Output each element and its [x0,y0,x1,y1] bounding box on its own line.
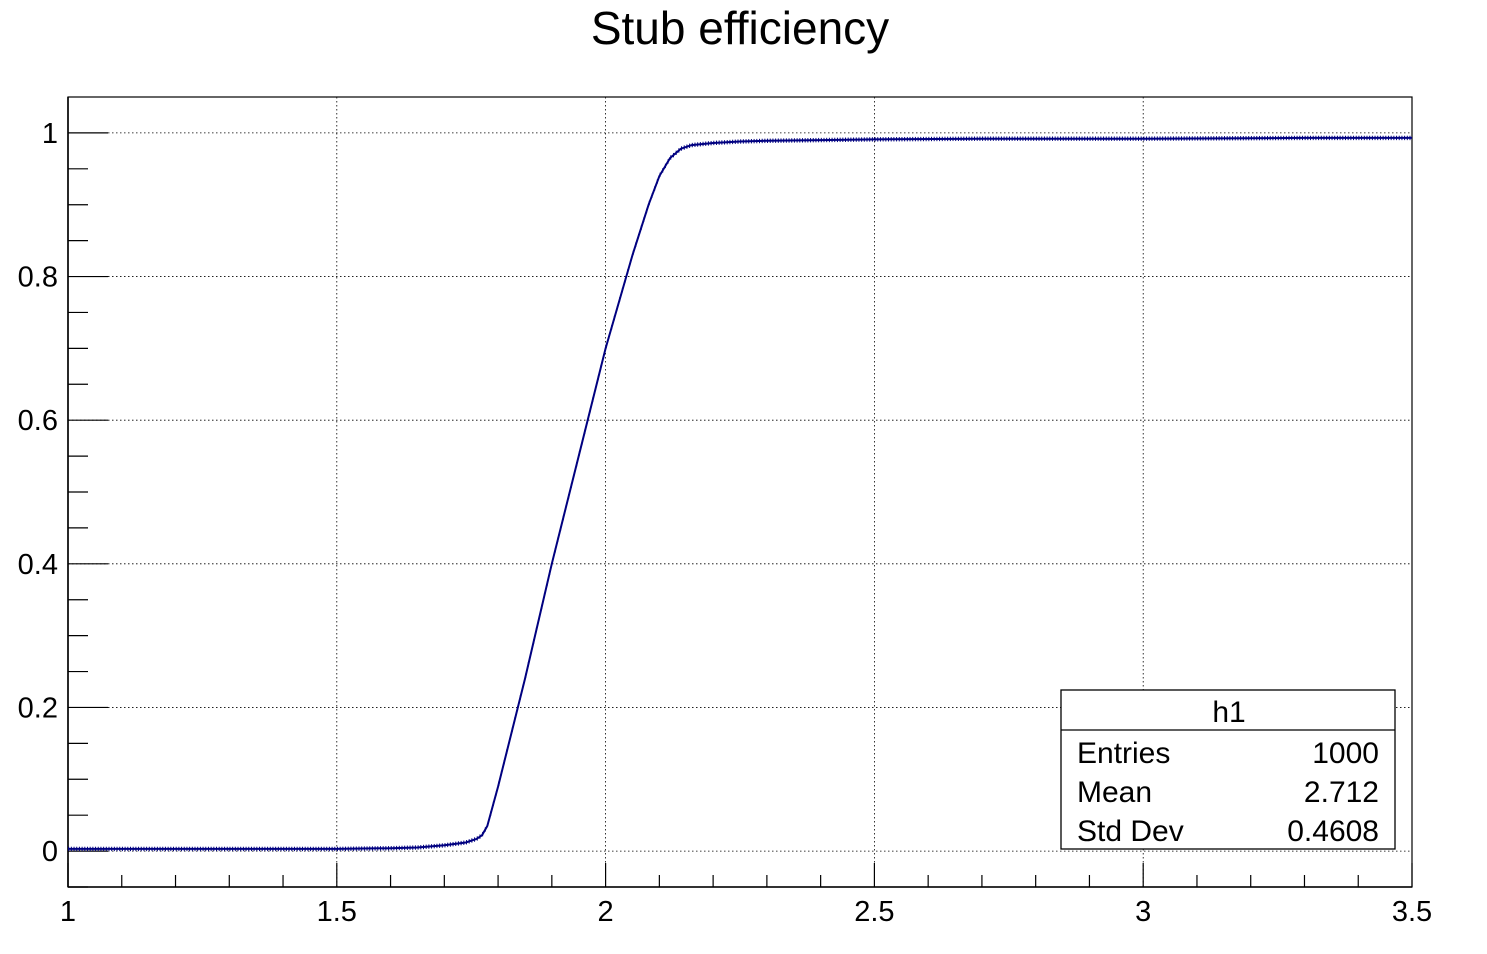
x-tick-label: 2 [598,896,614,928]
x-tick-label: 3.5 [1392,896,1432,928]
y-tick-label: 0.4 [18,549,58,581]
grid [68,97,1412,887]
stats-box-name: h1 [1212,696,1245,729]
x-tick-label: 2.5 [854,896,894,928]
stats-box-frame [1060,689,1396,850]
x-tick-label: 1.5 [317,896,357,928]
stats-value-std-dev: 0.4608 [1287,815,1379,848]
chart-title: Stub efficiency [591,2,889,54]
stats-label-entries: Entries [1077,737,1170,770]
stats-label-mean: Mean [1077,776,1152,809]
y-tick-label: 0 [42,836,58,868]
stats-value-mean: 2.712 [1304,776,1379,809]
y-tick-label: 0.6 [18,405,58,437]
stats-value-entries: 1000 [1312,737,1379,770]
stats-box: h1 Entries 1000 Mean 2.712 Std Dev 0.460… [1060,689,1396,850]
stats-label-std-dev: Std Dev [1077,815,1184,848]
x-tick-label: 1 [60,896,76,928]
y-tick-label: 0.2 [18,692,58,724]
axes: 1 1.5 2 2.5 3 3.5 0 0.2 0.4 0.6 0.8 1 [18,96,1432,928]
y-tick-label: 0.8 [18,262,58,294]
y-tick-label: 1 [42,118,58,150]
series-layer [68,135,1412,852]
x-tick-label: 3 [1135,896,1151,928]
